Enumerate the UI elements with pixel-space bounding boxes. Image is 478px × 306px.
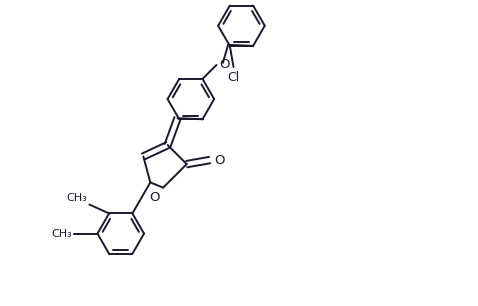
- Text: O: O: [149, 191, 160, 204]
- Text: CH₃: CH₃: [67, 193, 87, 203]
- Text: Cl: Cl: [228, 71, 239, 84]
- Text: O: O: [219, 58, 230, 71]
- Text: O: O: [214, 154, 225, 166]
- Text: CH₃: CH₃: [52, 229, 72, 239]
